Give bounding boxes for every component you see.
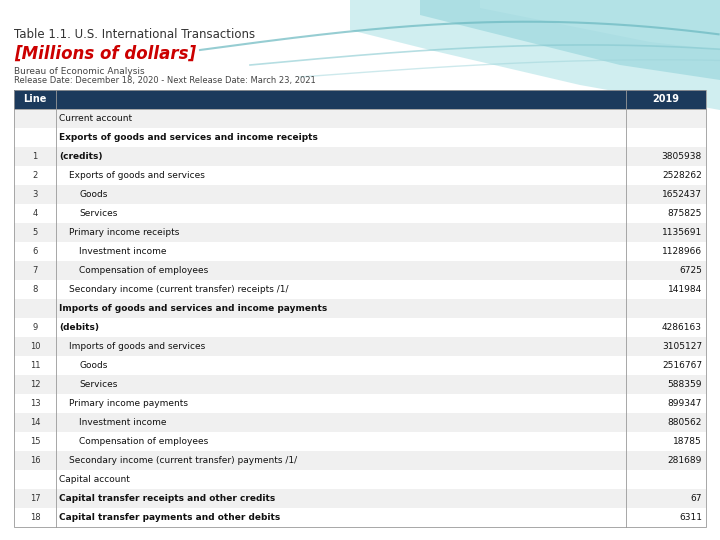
- Text: Capital transfer payments and other debits: Capital transfer payments and other debi…: [59, 513, 280, 522]
- Text: Services: Services: [79, 380, 117, 389]
- Bar: [14, 451, 706, 470]
- Bar: [14, 223, 706, 242]
- Text: 12: 12: [30, 380, 40, 389]
- Text: Line: Line: [23, 94, 47, 105]
- Text: 6725: 6725: [679, 266, 702, 275]
- Bar: [14, 508, 706, 527]
- Text: 6: 6: [32, 247, 37, 256]
- Text: 10: 10: [30, 342, 40, 351]
- Text: 67: 67: [690, 494, 702, 503]
- Text: Imports of goods and services: Imports of goods and services: [69, 342, 205, 351]
- Bar: [14, 375, 706, 394]
- Bar: [14, 318, 706, 337]
- Bar: [14, 280, 706, 299]
- Bar: [14, 413, 706, 432]
- Text: 9: 9: [32, 323, 37, 332]
- Bar: [14, 147, 706, 166]
- Text: 899347: 899347: [667, 399, 702, 408]
- Polygon shape: [480, 0, 720, 50]
- Text: (credits): (credits): [59, 152, 102, 161]
- Text: 8: 8: [32, 285, 37, 294]
- Text: 2528262: 2528262: [662, 171, 702, 180]
- Bar: [14, 204, 706, 223]
- Text: Compensation of employees: Compensation of employees: [79, 266, 208, 275]
- Text: Secondary income (current transfer) receipts /1/: Secondary income (current transfer) rece…: [69, 285, 289, 294]
- Bar: [14, 299, 706, 318]
- Text: 5: 5: [32, 228, 37, 237]
- Text: 13: 13: [30, 399, 40, 408]
- Text: 15: 15: [30, 437, 40, 446]
- Bar: [14, 394, 706, 413]
- Text: 17: 17: [30, 494, 40, 503]
- Text: 7: 7: [32, 266, 37, 275]
- Text: Release Date: December 18, 2020 - Next Release Date: March 23, 2021: Release Date: December 18, 2020 - Next R…: [14, 77, 316, 85]
- Bar: [14, 90, 706, 109]
- Text: Services: Services: [79, 209, 117, 218]
- Text: Table 1.1. U.S. International Transactions: Table 1.1. U.S. International Transactio…: [14, 29, 255, 42]
- Text: Imports of goods and services and income payments: Imports of goods and services and income…: [59, 304, 328, 313]
- Text: Investment income: Investment income: [79, 247, 166, 256]
- Text: 4286163: 4286163: [662, 323, 702, 332]
- Bar: [14, 242, 706, 261]
- Text: Primary income receipts: Primary income receipts: [69, 228, 179, 237]
- Text: Compensation of employees: Compensation of employees: [79, 437, 208, 446]
- Bar: [14, 356, 706, 375]
- Text: 1135691: 1135691: [662, 228, 702, 237]
- Text: 2516767: 2516767: [662, 361, 702, 370]
- Text: 141984: 141984: [667, 285, 702, 294]
- Text: Capital account: Capital account: [59, 475, 130, 484]
- Text: Capital transfer receipts and other credits: Capital transfer receipts and other cred…: [59, 494, 275, 503]
- Text: 1128966: 1128966: [662, 247, 702, 256]
- Text: Exports of goods and services: Exports of goods and services: [69, 171, 205, 180]
- Bar: [14, 432, 706, 451]
- Text: 4: 4: [32, 209, 37, 218]
- Text: 3: 3: [32, 190, 37, 199]
- Text: 2: 2: [32, 171, 37, 180]
- Text: Primary income payments: Primary income payments: [69, 399, 188, 408]
- Text: [Millions of dollars]: [Millions of dollars]: [14, 45, 196, 63]
- Text: 3805938: 3805938: [662, 152, 702, 161]
- Text: 875825: 875825: [667, 209, 702, 218]
- Text: Investment income: Investment income: [79, 418, 166, 427]
- Text: 2019: 2019: [652, 94, 680, 105]
- Bar: [14, 166, 706, 185]
- Bar: [14, 337, 706, 356]
- Text: 588359: 588359: [667, 380, 702, 389]
- Text: Goods: Goods: [79, 190, 107, 199]
- Text: 281689: 281689: [667, 456, 702, 465]
- Text: Secondary income (current transfer) payments /1/: Secondary income (current transfer) paym…: [69, 456, 297, 465]
- Text: 6311: 6311: [679, 513, 702, 522]
- Text: Bureau of Economic Analysis: Bureau of Economic Analysis: [14, 66, 145, 76]
- Text: Exports of goods and services and income receipts: Exports of goods and services and income…: [59, 133, 318, 142]
- Bar: [14, 489, 706, 508]
- Text: 18: 18: [30, 513, 40, 522]
- Bar: [14, 90, 706, 527]
- Text: 18785: 18785: [673, 437, 702, 446]
- Bar: [14, 261, 706, 280]
- Text: 1652437: 1652437: [662, 190, 702, 199]
- Text: 11: 11: [30, 361, 40, 370]
- Text: 16: 16: [30, 456, 40, 465]
- Text: 880562: 880562: [667, 418, 702, 427]
- Bar: [14, 109, 706, 128]
- Polygon shape: [350, 0, 720, 110]
- Text: Current account: Current account: [59, 114, 132, 123]
- Text: 3105127: 3105127: [662, 342, 702, 351]
- Text: Goods: Goods: [79, 361, 107, 370]
- Polygon shape: [420, 0, 720, 80]
- Bar: [14, 128, 706, 147]
- Bar: [14, 185, 706, 204]
- Text: 1: 1: [32, 152, 37, 161]
- Text: (debits): (debits): [59, 323, 99, 332]
- Bar: [14, 470, 706, 489]
- Text: 14: 14: [30, 418, 40, 427]
